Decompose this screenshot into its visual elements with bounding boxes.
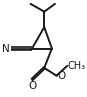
Text: O: O [28, 81, 36, 91]
Text: CH₃: CH₃ [68, 61, 86, 71]
Text: O: O [57, 71, 66, 81]
Text: N: N [2, 43, 10, 54]
